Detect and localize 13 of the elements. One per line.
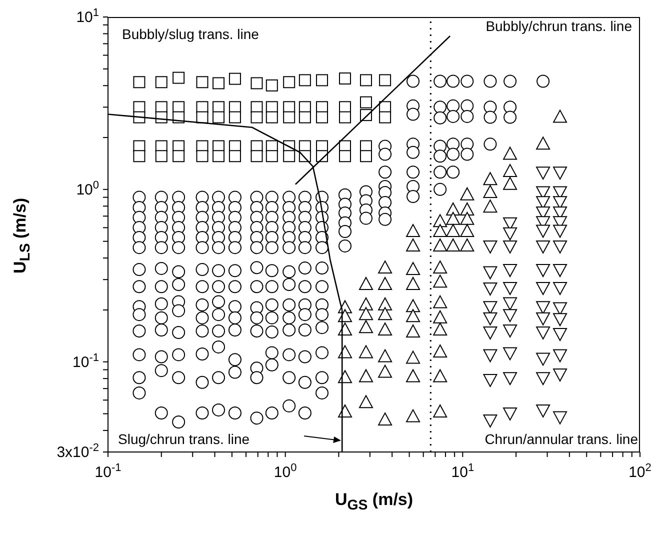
- annotation: Bubbly/slug trans. line: [122, 26, 260, 42]
- y-tick-label: 3x10$^{-2}$: [56, 442, 99, 461]
- annotation: Bubbly/chrun trans. line: [486, 18, 632, 34]
- x-tick-label: 10$^{1}$: [451, 462, 474, 481]
- annotation: Chrun/annular trans. line: [484, 431, 638, 447]
- x-tick-label: 10$^{2}$: [628, 462, 652, 481]
- y-tick-label: 10$^{0}$: [76, 179, 99, 198]
- annotation: Slug/chrun trans. line: [118, 431, 250, 447]
- x-tick-label: 10$^{0}$: [274, 462, 297, 481]
- x-tick-label: 10$^{-1}$: [94, 462, 122, 481]
- x-axis-title: U$_{GS}$ (m/s): [334, 490, 414, 514]
- y-tick-label: 10$^{1}$: [76, 7, 99, 26]
- y-tick-label: 10$^{-1}$: [72, 352, 99, 371]
